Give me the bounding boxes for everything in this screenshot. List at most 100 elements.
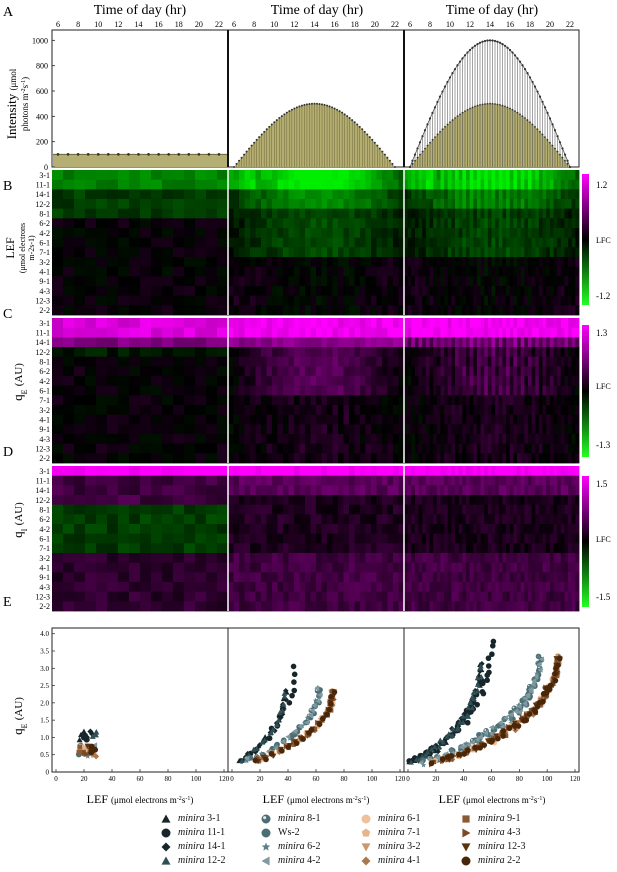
heatmap-cell: [376, 305, 383, 316]
heatmap-cell: [327, 443, 333, 454]
heatmap-cell: [338, 276, 344, 287]
heatmap-cell: [404, 424, 409, 435]
heatmap-cell: [414, 395, 419, 406]
heatmap-cell: [535, 495, 540, 506]
heatmap-cell: [542, 414, 547, 425]
heatmap-cell: [455, 533, 460, 544]
heatmap-cell: [571, 366, 576, 377]
heatmap-cell: [513, 247, 518, 258]
heatmap-cell: [244, 562, 251, 573]
heatmap-cell: [118, 366, 130, 377]
heatmap-cell: [425, 424, 430, 435]
heatmap-cell: [129, 170, 141, 181]
heatmap-cell: [250, 424, 256, 435]
heatmap-cell: [332, 572, 339, 583]
heatmap-cell: [546, 356, 551, 367]
heatmap-cell: [283, 572, 289, 583]
heatmap-cell: [553, 237, 558, 248]
heatmap-cell: [107, 286, 119, 297]
heatmap-cell: [502, 524, 507, 535]
heatmap-cell: [382, 366, 388, 377]
heatmap-cell: [129, 514, 141, 525]
heatmap-cell: [107, 170, 119, 181]
heatmap-cell: [316, 228, 322, 239]
heatmap-cell: [506, 347, 511, 358]
heatmap-cell: [444, 385, 449, 396]
heatmap-cell: [195, 434, 207, 445]
heatmap-cell: [228, 347, 234, 358]
heatmap-cell: [495, 405, 500, 416]
heatmap-cell: [239, 466, 245, 477]
heatmap-cell: [476, 504, 481, 515]
heatmap-cell: [444, 286, 449, 297]
heatmap-cell: [433, 266, 438, 277]
heatmap-cell: [451, 601, 456, 612]
heatmap-cell: [535, 237, 540, 248]
heatmap-cell: [455, 572, 460, 583]
heatmap-cell: [517, 572, 522, 583]
heatmap-cell: [272, 453, 278, 464]
heatmap-cell: [283, 305, 289, 316]
heatmap-cell: [447, 356, 452, 367]
heatmap-cell: [184, 562, 196, 573]
heatmap-cell: [531, 466, 536, 477]
intensity-point: [486, 102, 489, 105]
heatmap-cell: [349, 266, 355, 277]
heatmap-cell: [327, 485, 333, 496]
heatmap-cell: [451, 504, 456, 515]
heatmap-cell: [433, 318, 438, 329]
heatmap-cell: [535, 405, 540, 416]
heatmap-cell: [332, 524, 339, 535]
heatmap-cell: [387, 453, 394, 464]
heatmap-cell: [272, 553, 278, 564]
heatmap-cell: [195, 582, 207, 593]
heatmap-cell: [349, 405, 355, 416]
heatmap-cell: [444, 475, 449, 486]
heatmap-cell: [506, 495, 511, 506]
heatmap-cell: [118, 543, 130, 554]
heatmap-cell: [469, 337, 474, 348]
heatmap-cell: [458, 495, 463, 506]
scatter-y-tick-label: 1.5: [40, 717, 49, 725]
heatmap-cell: [414, 533, 419, 544]
heatmap-cell: [250, 276, 256, 287]
heatmap-cell: [233, 347, 240, 358]
heatmap-cell: [343, 524, 350, 535]
heatmap-cell: [332, 495, 339, 506]
heatmap-cell: [425, 327, 430, 338]
heatmap-cell: [162, 562, 174, 573]
heatmap-cell: [458, 582, 463, 593]
heatmap-cell: [484, 347, 489, 358]
heatmap-cell: [407, 347, 412, 358]
heatmap-cell: [480, 495, 485, 506]
heatmap-cell: [440, 405, 445, 416]
heatmap-cell: [524, 295, 529, 306]
heatmap-cell: [535, 443, 540, 454]
heatmap-cell: [498, 247, 503, 258]
heatmap-cell: [549, 514, 554, 525]
heatmap-cell: [162, 347, 174, 358]
heatmap-cell: [414, 443, 419, 454]
heatmap-cell: [473, 257, 478, 268]
heatmap-cell: [553, 318, 558, 329]
time-tick-label: 16: [155, 20, 163, 29]
heatmap-cell: [465, 286, 471, 297]
qi-heatmap-axis-label: qI (AU): [10, 502, 29, 538]
heatmap-cell: [455, 385, 460, 396]
heatmap-cell: [535, 475, 540, 486]
heatmap-cell: [414, 237, 419, 248]
heatmap-cell: [96, 170, 108, 181]
heatmap-cell: [462, 553, 467, 564]
heatmap-cell: [217, 572, 229, 583]
heatmap-cell: [531, 533, 536, 544]
heatmap-cell: [310, 318, 317, 329]
heatmap-cell: [568, 424, 573, 435]
heatmap-cell: [469, 553, 474, 564]
intensity-point: [486, 39, 489, 42]
heatmap-cell: [455, 247, 460, 258]
heatmap-cell: [418, 443, 423, 454]
heatmap-cell: [74, 237, 86, 248]
heatmap-cell: [436, 453, 441, 464]
heatmap-cell: [546, 424, 551, 435]
heatmap-cell: [382, 405, 388, 416]
